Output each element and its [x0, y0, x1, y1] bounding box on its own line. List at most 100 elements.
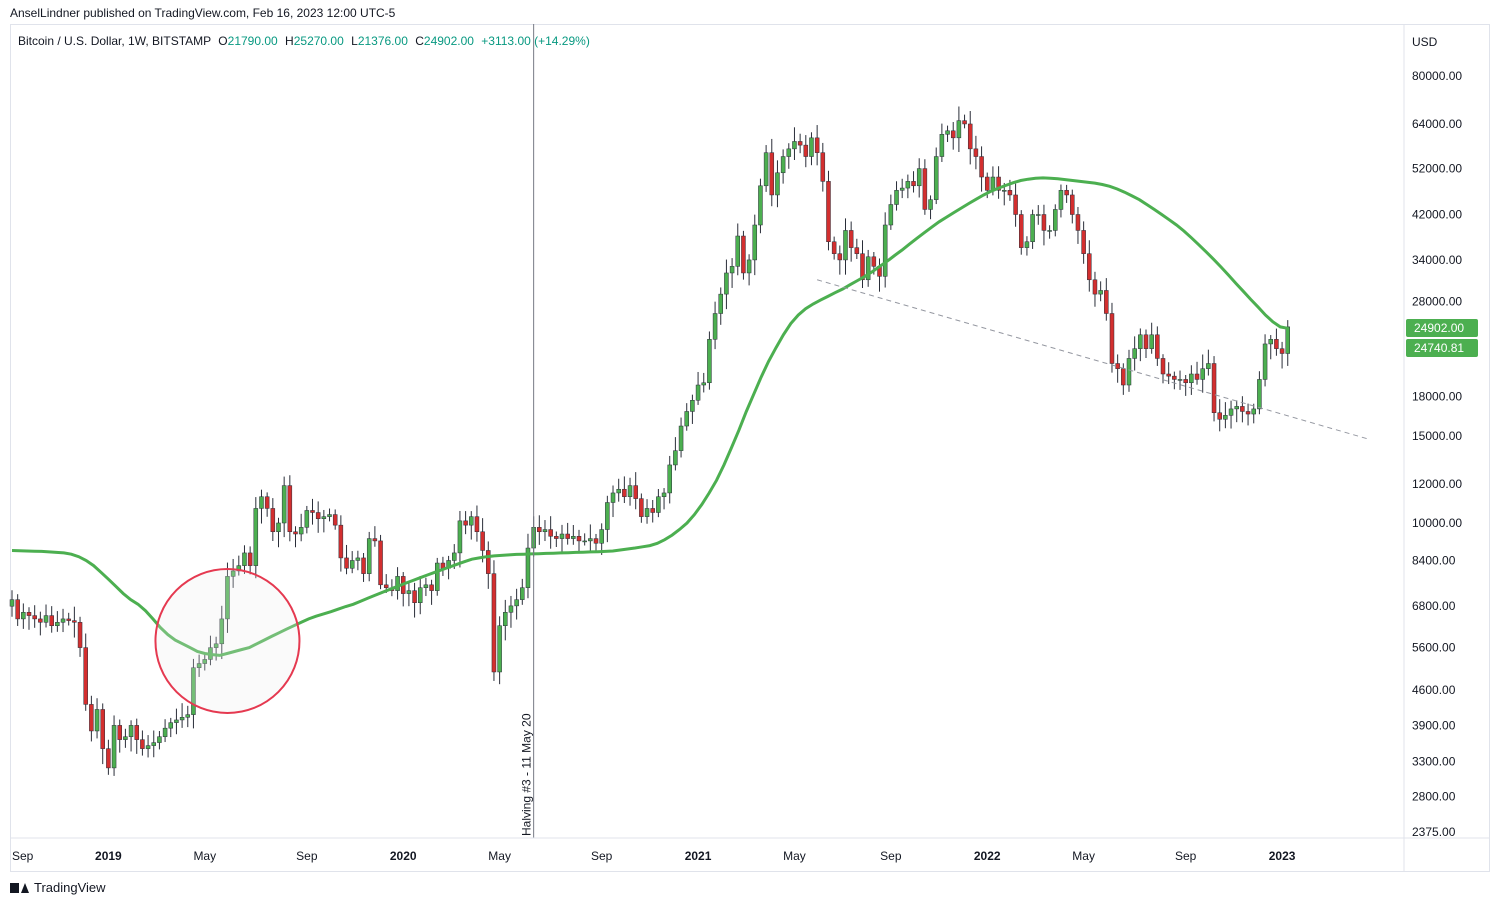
candle: [831, 236, 837, 260]
candle-body: [32, 615, 37, 620]
candle-body: [644, 508, 650, 517]
candle-body: [213, 643, 219, 648]
candle: [911, 171, 916, 193]
candle: [1206, 349, 1211, 376]
candle-body: [1155, 334, 1160, 359]
candle: [60, 608, 66, 633]
candle: [695, 371, 701, 405]
candle: [820, 142, 826, 192]
price-tick-label: 18000.00: [1412, 390, 1462, 404]
candle-body: [372, 538, 378, 542]
candle: [338, 515, 344, 572]
candle: [605, 495, 610, 543]
candle: [712, 301, 718, 350]
candle: [344, 544, 349, 575]
candle-body: [202, 659, 208, 664]
candle: [253, 497, 259, 579]
candle: [1115, 354, 1120, 383]
candle-body: [814, 137, 820, 153]
candle: [1143, 329, 1149, 359]
candle-body: [503, 612, 508, 626]
candle-body: [775, 172, 780, 196]
candle-body: [565, 533, 570, 539]
candle-body: [763, 152, 769, 187]
candle-body: [548, 529, 553, 537]
candle: [684, 403, 689, 431]
price-tick-label: 3900.00: [1412, 718, 1456, 732]
candle: [1240, 396, 1245, 423]
candle: [599, 523, 604, 555]
candle: [332, 509, 338, 530]
candle-body: [417, 587, 423, 603]
candle: [1262, 334, 1268, 387]
candle-body: [984, 176, 990, 191]
time-tick-label: 2023: [1269, 849, 1296, 863]
candle: [293, 526, 298, 548]
candle-body: [678, 425, 684, 451]
ohlc-low: L21376.00: [351, 34, 408, 48]
candle: [1070, 189, 1075, 224]
price-tick-label: 2375.00: [1412, 825, 1456, 839]
candle: [15, 594, 20, 626]
candle-body: [865, 256, 871, 281]
candle-body: [9, 599, 15, 607]
candle: [134, 718, 139, 754]
candle-body: [191, 667, 196, 715]
candle: [196, 654, 202, 677]
candle: [667, 455, 672, 504]
chart-frame[interactable]: [10, 24, 1490, 872]
candle: [21, 603, 26, 629]
candle-body: [712, 313, 718, 340]
candle-body: [66, 618, 71, 621]
price-tick-label: 2800.00: [1412, 790, 1456, 804]
candle: [1126, 349, 1132, 392]
candle-body: [123, 736, 128, 740]
price-tick-label: 4600.00: [1412, 683, 1456, 697]
candle-body: [916, 168, 922, 187]
candle-body: [1115, 363, 1120, 369]
ma-value-badge: [1406, 339, 1478, 357]
candle-body: [622, 488, 627, 497]
candle: [882, 212, 888, 288]
candle-body: [21, 612, 26, 620]
time-tick-label: Sep: [591, 849, 613, 863]
time-tick-label: 2020: [390, 849, 417, 863]
candle-body: [77, 622, 83, 648]
candle: [792, 127, 797, 160]
candle-body: [860, 253, 865, 281]
candle: [769, 138, 775, 207]
candle: [939, 123, 945, 162]
candle: [888, 194, 894, 230]
candle: [1217, 399, 1222, 432]
candle: [72, 606, 77, 638]
candle-body: [1024, 241, 1030, 248]
candle: [1081, 221, 1086, 264]
candle: [520, 578, 525, 605]
candle: [973, 135, 979, 170]
candle-body: [1172, 375, 1177, 380]
candle: [304, 505, 310, 534]
candle: [463, 511, 468, 535]
candle-body: [871, 256, 877, 267]
candle: [627, 477, 633, 506]
candle: [1166, 362, 1171, 385]
footer-brand[interactable]: TradingView: [10, 880, 106, 895]
candle-body: [338, 524, 344, 559]
candle-body: [463, 520, 468, 526]
candle-body: [1228, 408, 1234, 416]
candle: [140, 730, 145, 756]
candle: [1234, 400, 1239, 423]
price-tick-label: 10000.00: [1412, 516, 1462, 530]
candle-body: [1189, 373, 1194, 384]
candle: [843, 218, 848, 275]
candle-body: [1206, 363, 1211, 369]
candle-body: [899, 187, 905, 191]
candle-body: [452, 552, 457, 561]
candle: [49, 606, 54, 633]
candle: [89, 695, 94, 742]
candle-body: [1098, 290, 1103, 295]
candle-body: [83, 647, 88, 705]
candle: [230, 558, 236, 588]
candle: [837, 245, 843, 275]
